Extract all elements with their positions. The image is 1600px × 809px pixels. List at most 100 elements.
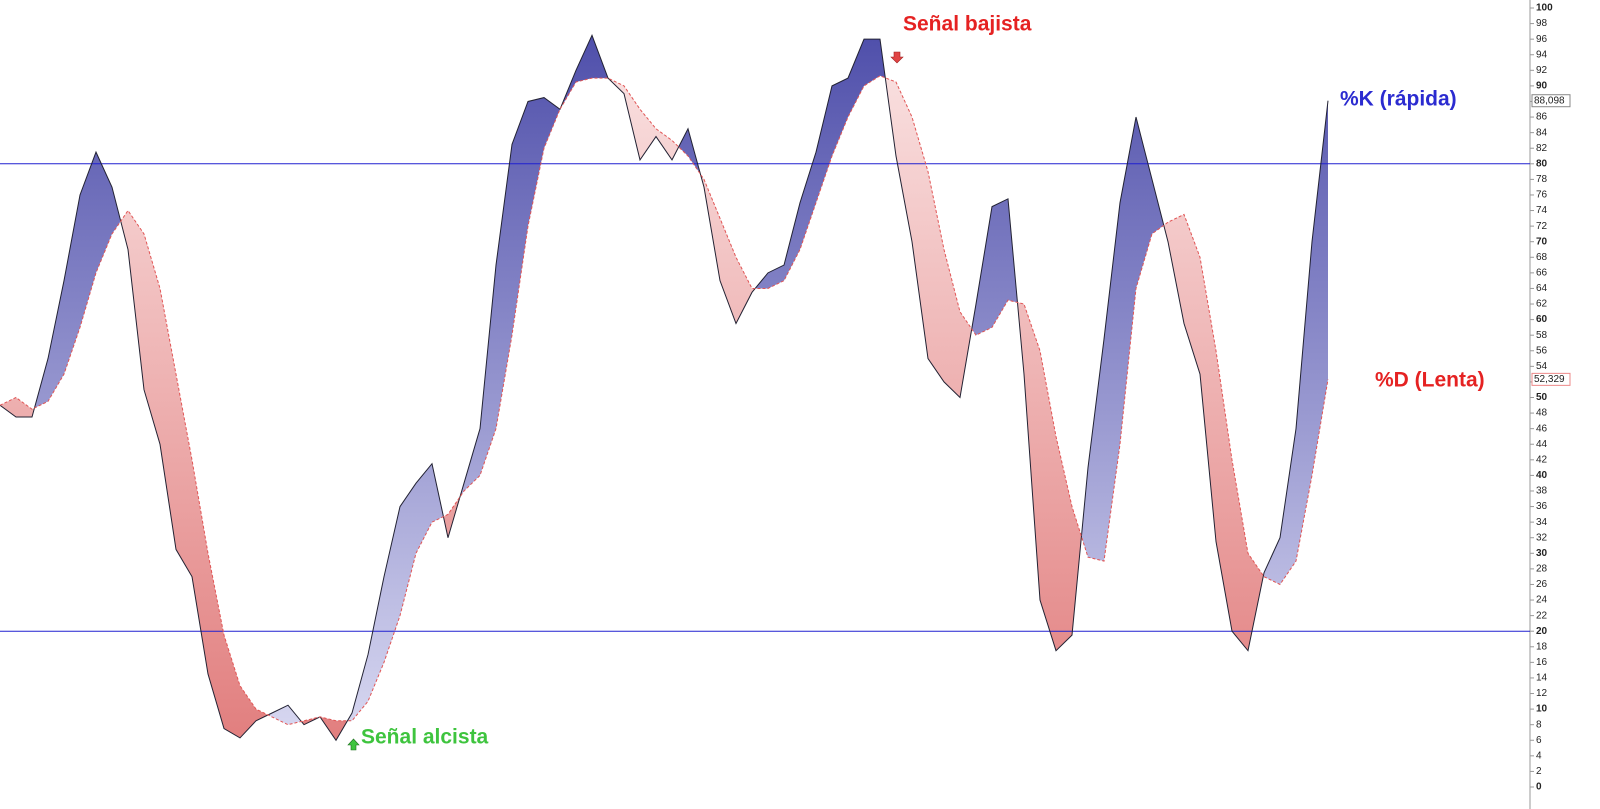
fill-area (944, 249, 960, 398)
y-tick-label: 90 (1536, 81, 1548, 92)
fill-area (496, 144, 512, 429)
y-tick-label: 6 (1536, 735, 1542, 746)
fill-area (0, 397, 16, 417)
fill-area (1088, 339, 1104, 562)
fill-area (1136, 117, 1152, 289)
fill-area (256, 709, 268, 721)
fill-area (976, 206, 992, 336)
y-tick-label: 2 (1536, 766, 1542, 777)
fill-area (1072, 506, 1082, 636)
y-tick-label: 14 (1536, 673, 1548, 684)
y-tick-label: 10 (1536, 704, 1548, 715)
fill-area (1152, 179, 1164, 234)
fill-area (960, 311, 972, 398)
fill-area (160, 288, 176, 550)
fill-area (112, 187, 121, 234)
fill-area (1264, 537, 1280, 585)
y-tick-label: 56 (1536, 345, 1548, 356)
y-tick-label: 96 (1536, 34, 1548, 45)
y-tick-label: 4 (1536, 750, 1542, 761)
y-tick-label: 16 (1536, 657, 1548, 668)
y-tick-label: 94 (1536, 49, 1548, 60)
arrow-down (890, 51, 904, 64)
value-label: 88,098 (1534, 95, 1565, 106)
fill-area (512, 101, 528, 336)
y-tick-label: 78 (1536, 174, 1548, 185)
y-tick-label: 0 (1536, 782, 1542, 793)
fill-area (464, 428, 480, 491)
fill-area (384, 506, 400, 663)
y-tick-label: 48 (1536, 408, 1548, 419)
fill-area (64, 194, 80, 375)
fill-area (1280, 428, 1296, 585)
fill-area (208, 553, 224, 729)
y-tick-label: 42 (1536, 454, 1548, 465)
value-box (1531, 372, 1571, 386)
annotation: Señal alcista (361, 726, 489, 749)
fill-area (864, 39, 880, 86)
fill-area (272, 705, 288, 725)
fill-area (832, 78, 848, 157)
fill-area (144, 233, 160, 445)
fill-area (120, 210, 128, 250)
fill-area (1024, 304, 1040, 601)
fill-area (576, 35, 592, 83)
fill-area (416, 463, 432, 554)
y-tick-label: 50 (1536, 392, 1548, 403)
fill-area (736, 257, 752, 324)
fill-area (48, 280, 64, 402)
fill-area (240, 685, 256, 738)
fill-area (1248, 553, 1264, 651)
y-tick-label: 54 (1536, 361, 1548, 372)
fill-area (16, 397, 32, 417)
fill-area (480, 265, 496, 476)
fill-area (640, 109, 656, 160)
fill-area (1184, 214, 1200, 375)
fill-area (1296, 241, 1312, 562)
y-tick-label: 58 (1536, 330, 1548, 341)
fill-area (288, 705, 302, 725)
fill-area (784, 202, 800, 281)
y-tick-label: 8 (1536, 719, 1542, 730)
y-tick-label: 22 (1536, 610, 1548, 621)
y-tick-label: 80 (1536, 158, 1548, 169)
fill-area (1216, 350, 1232, 632)
legend-label: %K (rápida) (1340, 88, 1457, 111)
y-tick-label: 18 (1536, 641, 1548, 652)
y-tick-label: 62 (1536, 299, 1548, 310)
fill-area (992, 198, 1008, 328)
fill-area (352, 654, 368, 721)
fill-area (1040, 350, 1056, 651)
fill-area (224, 635, 240, 738)
fill-area (128, 210, 144, 390)
fill-area (1232, 459, 1248, 651)
k-line (0, 33, 1329, 742)
d-line (0, 75, 1329, 726)
fill-area (816, 85, 832, 203)
y-tick-label: 20 (1536, 626, 1548, 637)
y-tick-label: 28 (1536, 564, 1548, 575)
y-tick-label: 64 (1536, 283, 1548, 294)
arrow-up (347, 738, 360, 751)
fill-area (1056, 436, 1072, 651)
fill-area (80, 152, 96, 328)
fill-area (848, 39, 864, 118)
value-box (1531, 94, 1571, 108)
y-tick-label: 68 (1536, 252, 1548, 263)
y-tick-label: 34 (1536, 517, 1548, 528)
y-tick-label: 76 (1536, 190, 1548, 201)
y-tick-label: 72 (1536, 221, 1548, 232)
y-tick-label: 92 (1536, 65, 1548, 76)
y-tick-label: 30 (1536, 548, 1548, 559)
y-tick-label: 66 (1536, 268, 1548, 279)
y-tick-label: 86 (1536, 112, 1548, 123)
y-tick-label: 32 (1536, 532, 1548, 543)
y-tick-label: 38 (1536, 486, 1548, 497)
annotation: Señal bajista (903, 13, 1032, 36)
y-tick-label: 70 (1536, 236, 1548, 247)
y-tick-label: 40 (1536, 470, 1548, 481)
y-tick-label: 98 (1536, 18, 1548, 29)
fill-area (1104, 202, 1120, 562)
y-tick-label: 60 (1536, 314, 1548, 325)
fill-area (1168, 214, 1184, 324)
